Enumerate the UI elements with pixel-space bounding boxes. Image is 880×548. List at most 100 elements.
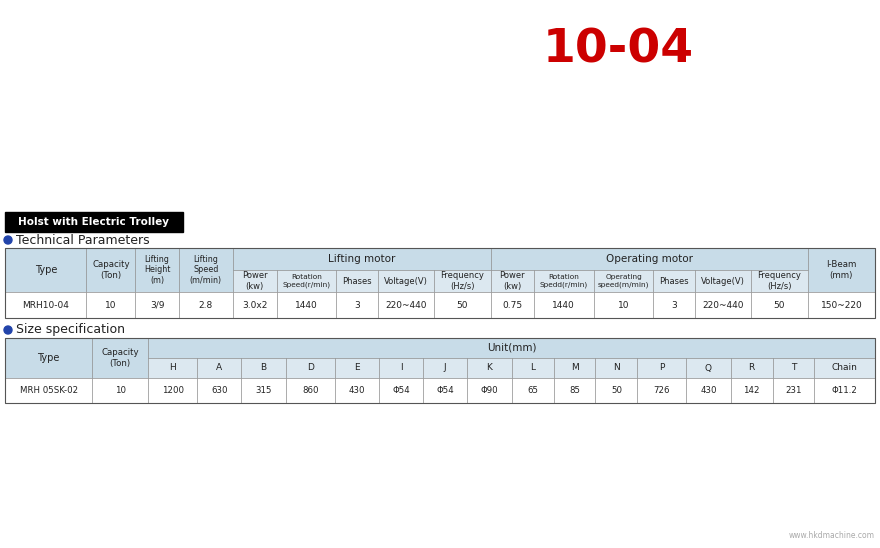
Bar	[136, 248, 179, 292]
Bar	[694, 270, 752, 292]
Bar	[730, 378, 773, 403]
Text: 3: 3	[354, 300, 360, 310]
Text: 1440: 1440	[295, 300, 318, 310]
Text: Lifting
Height
(m): Lifting Height (m)	[143, 255, 170, 285]
Text: B: B	[260, 363, 267, 373]
Text: Rotation
Speed(r/min): Rotation Speed(r/min)	[282, 274, 331, 288]
Bar	[233, 248, 490, 270]
Bar	[752, 270, 808, 292]
Bar	[286, 378, 334, 403]
Bar	[86, 248, 136, 292]
Bar	[694, 292, 752, 318]
Text: M: M	[570, 363, 578, 373]
Text: P: P	[659, 363, 664, 373]
Text: 220~440: 220~440	[702, 300, 744, 310]
Bar	[5, 338, 875, 403]
Text: 860: 860	[302, 386, 319, 395]
Text: 1440: 1440	[553, 300, 576, 310]
Text: E: E	[354, 363, 360, 373]
Text: 0.75: 0.75	[502, 300, 523, 310]
Bar	[92, 338, 148, 378]
Text: Capacity
(Ton): Capacity (Ton)	[92, 260, 129, 279]
Bar	[467, 358, 511, 378]
Text: 10: 10	[105, 300, 117, 310]
Circle shape	[4, 326, 12, 334]
Text: I: I	[400, 363, 402, 373]
Bar	[554, 378, 596, 403]
Bar	[334, 358, 379, 378]
Text: Size specification: Size specification	[16, 323, 125, 336]
Text: Φ54: Φ54	[436, 386, 454, 395]
Text: N: N	[613, 363, 620, 373]
Text: Phases: Phases	[342, 277, 371, 286]
Text: Type: Type	[38, 353, 60, 363]
Bar	[334, 378, 379, 403]
Bar	[773, 378, 814, 403]
Text: 430: 430	[700, 386, 716, 395]
Bar	[136, 292, 179, 318]
Bar	[197, 358, 241, 378]
Text: R: R	[748, 363, 755, 373]
Bar	[378, 292, 434, 318]
Bar	[148, 358, 197, 378]
Bar	[637, 358, 686, 378]
Bar	[5, 212, 183, 232]
Text: T: T	[791, 363, 796, 373]
Bar	[379, 358, 423, 378]
Text: Frequency
(Hz/s): Frequency (Hz/s)	[440, 271, 484, 290]
Bar	[423, 358, 467, 378]
Bar	[814, 378, 875, 403]
Bar	[654, 270, 694, 292]
Bar	[5, 248, 86, 292]
Text: Capacity
(Ton): Capacity (Ton)	[101, 349, 139, 368]
Text: 2.8: 2.8	[199, 300, 213, 310]
Text: Φ54: Φ54	[392, 386, 410, 395]
Bar	[730, 358, 773, 378]
Bar	[423, 378, 467, 403]
Bar	[490, 292, 534, 318]
Text: J: J	[444, 363, 446, 373]
Text: 630: 630	[211, 386, 228, 395]
Bar	[148, 378, 197, 403]
Text: Holst with Electric Trolley: Holst with Electric Trolley	[18, 217, 170, 227]
Bar	[241, 378, 286, 403]
Text: Power
(kw): Power (kw)	[242, 271, 268, 290]
Text: Technical Parameters: Technical Parameters	[16, 233, 150, 247]
Bar	[233, 270, 276, 292]
Bar	[773, 358, 814, 378]
Bar	[92, 378, 148, 403]
Bar	[434, 270, 490, 292]
Bar	[5, 378, 92, 403]
Bar	[467, 378, 511, 403]
Bar	[686, 378, 730, 403]
Bar	[490, 270, 534, 292]
Bar	[511, 378, 554, 403]
Bar	[594, 292, 654, 318]
Bar	[336, 292, 378, 318]
Bar	[241, 358, 286, 378]
Bar	[233, 292, 276, 318]
Text: Voltage(V): Voltage(V)	[701, 277, 744, 286]
Text: Type: Type	[34, 265, 57, 275]
Text: 85: 85	[569, 386, 580, 395]
Bar	[596, 378, 637, 403]
Text: 50: 50	[774, 300, 785, 310]
Text: 65: 65	[527, 386, 538, 395]
Text: Phases: Phases	[659, 277, 689, 286]
Bar	[276, 270, 336, 292]
Text: MRH 05SK-02: MRH 05SK-02	[19, 386, 77, 395]
Bar	[434, 292, 490, 318]
Text: 10: 10	[114, 386, 126, 395]
Text: Operating
speed(m/min): Operating speed(m/min)	[598, 274, 649, 288]
Text: Φ11.2: Φ11.2	[832, 386, 858, 395]
Text: Lifting
Speed
(m/min): Lifting Speed (m/min)	[190, 255, 222, 285]
Text: 10: 10	[618, 300, 629, 310]
Bar	[752, 292, 808, 318]
Text: 726: 726	[654, 386, 670, 395]
Text: 142: 142	[744, 386, 759, 395]
Bar	[654, 292, 694, 318]
Text: Φ90: Φ90	[480, 386, 498, 395]
Text: 3/9: 3/9	[150, 300, 165, 310]
Text: K: K	[487, 363, 493, 373]
Text: Lifting motor: Lifting motor	[328, 254, 395, 264]
